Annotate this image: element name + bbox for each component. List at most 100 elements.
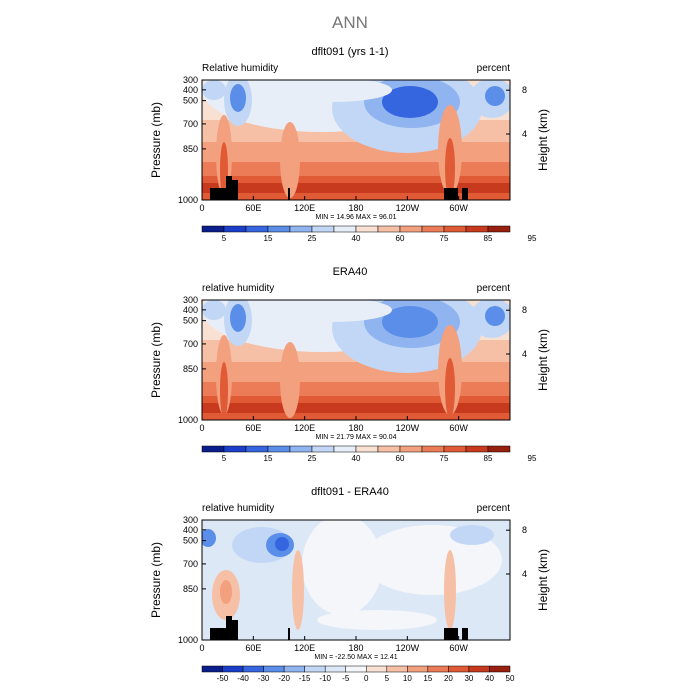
y-tick-label: 1000 [178,635,198,645]
field-contour [202,80,226,100]
colorbar-swatch [201,225,225,233]
colorbar-label: 25 [308,454,317,463]
field-contour [292,550,304,630]
colorbar-label: -5 [342,674,350,683]
colorbar-label: 40 [352,454,361,463]
panels: dflt091 (yrs 1-1) Relative humidity percen… [149,46,550,683]
colorbar-swatch [263,665,285,673]
land-mask [462,188,468,200]
field-contour [275,537,289,551]
colorbar-label: 75 [440,234,449,243]
x-tick-label: 120W [396,643,420,653]
stats-label: MIN = 14.96 MAX = 96.01 [316,214,397,221]
colorbar-label: -30 [258,674,270,683]
colorbar-swatch [201,665,223,673]
y-tick-label: 850 [183,364,198,374]
colorbar-swatch [222,665,244,673]
colorbar-label: 0 [364,674,369,683]
field-band [202,183,510,193]
land-mask [232,180,238,200]
colorbar-swatch [304,665,326,673]
colorbar-label: 15 [264,234,273,243]
field-contour [450,525,494,545]
x-tick-label: 180 [348,423,363,433]
x-tick-label: 120W [396,203,420,213]
colorbar-swatch [399,225,423,233]
colorbar: 5 15 25 40 60 75 85 95 [201,225,537,243]
x-tick-label: 0 [199,203,204,213]
colorbar-swatch [245,445,269,453]
panel-title: ERA40 [333,266,368,278]
panel-1: dflt091 (yrs 1-1) Relative humidity percen… [149,46,550,243]
colorbar-label: 85 [484,234,493,243]
land-mask [444,628,458,640]
colorbar-swatch [289,225,313,233]
field-band [202,403,510,413]
colorbar-swatch [407,665,429,673]
colorbar-swatch [311,445,335,453]
land-mask [226,176,232,200]
y-tick-label: 700 [183,119,198,129]
colorbar-swatch [333,225,357,233]
y-tick-label: 1000 [178,415,198,425]
colorbar-label: 10 [403,674,412,683]
colorbar-swatch [223,225,247,233]
colorbar-label: 60 [396,234,405,243]
colorbar-label: 30 [464,674,473,683]
y-tick-label: 500 [183,316,198,326]
colorbar-swatch [311,225,335,233]
x-tick-label: 60W [449,643,468,653]
colorbar-swatch [443,225,467,233]
field-contour [280,342,300,418]
colorbar-label: -15 [299,674,311,683]
y-tick-label: 400 [183,525,198,535]
colorbar-swatch [283,665,305,673]
field-contour [272,300,392,322]
x-tick-label: 120E [294,423,315,433]
y-tick-label: 300 [183,295,198,305]
y-axis-right-label: Height (km) [536,109,550,171]
colorbar-label: 75 [440,454,449,463]
colorbar-swatch [201,445,225,453]
field-contour [444,550,456,630]
y-tick-label: 850 [183,144,198,154]
x-tick-label: 60E [245,423,261,433]
field-label: relative humidity [202,503,274,514]
field-contour [445,138,455,198]
colorbar-label: 85 [484,454,493,463]
panel-3: dflt091 - ERA40 relative humidity percent 3… [149,486,550,683]
field-contour [485,86,505,106]
field-contour [220,362,228,418]
colorbar-label: 40 [485,674,494,683]
x-tick-label: 60E [245,203,261,213]
figure-title: ANN [332,13,368,32]
y-right-tick-label: 4 [522,349,527,359]
field-contour [382,306,438,338]
x-tick-label: 180 [348,203,363,213]
y-tick-label: 850 [183,584,198,594]
y-axis-label: Pressure (mb) [149,322,163,398]
x-tick-label: 60W [449,203,468,213]
x-tick-label: 180 [348,643,363,653]
colorbar-label: 15 [264,454,273,463]
field-contour [230,304,246,332]
colorbar-label: 95 [528,454,537,463]
y-right-tick-label: 4 [522,129,527,139]
x-tick-label: 0 [199,643,204,653]
land-mask [444,188,458,200]
x-tick-label: 0 [199,423,204,433]
colorbar-label: 60 [396,454,405,463]
y-right-tick-label: 4 [522,569,527,579]
stats-label: MIN = -22.50 MAX = 12.41 [314,654,397,661]
y-axis-label: Pressure (mb) [149,102,163,178]
colorbar-swatch [421,225,445,233]
colorbar-label: 40 [352,234,361,243]
colorbar-swatch [377,445,401,453]
colorbar-swatch [487,225,511,233]
colorbar-swatch [223,445,247,453]
field-contour [202,300,226,320]
colorbar-swatch [324,665,346,673]
field-label: relative humidity [202,283,274,294]
